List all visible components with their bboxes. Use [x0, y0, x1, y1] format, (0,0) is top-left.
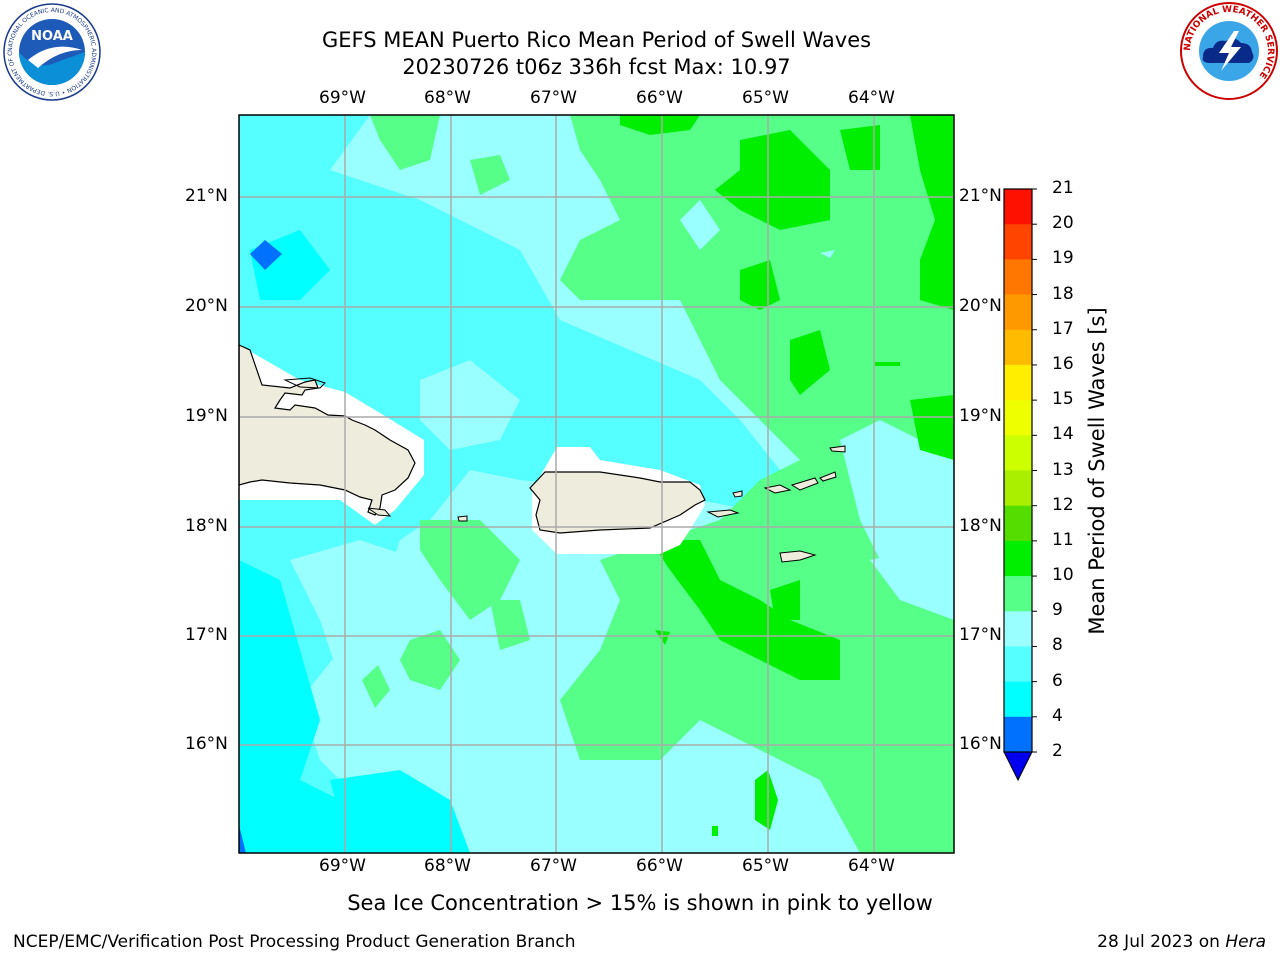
noaa-logo-text: NOAA: [31, 29, 73, 44]
lon-label-bottom: 66°W: [636, 856, 683, 876]
lon-label-top: 64°W: [848, 88, 895, 108]
lon-label-top: 69°W: [319, 88, 366, 108]
lat-label-right: 21°N: [959, 186, 1002, 206]
colorbar-tick-label: 12: [1052, 494, 1074, 515]
lon-label-bottom: 65°W: [742, 856, 789, 876]
colorbar-tick-label: 13: [1052, 459, 1074, 480]
colorbar-tick-label: 18: [1052, 283, 1074, 304]
contour-fill: [239, 115, 954, 853]
colorbar-tick-label: 11: [1052, 529, 1074, 550]
footer-host: Hera: [1225, 932, 1266, 952]
island-land: [367, 507, 392, 517]
lat-label-right: 18°N: [959, 516, 1002, 536]
colorbar-tick-label: 4: [1052, 705, 1063, 726]
map-frame: [238, 114, 955, 854]
map-gridlines: [239, 115, 954, 853]
nws-logo: NATIONAL WEATHER SERVICE: [1180, 2, 1278, 100]
lat-label-left: 16°N: [185, 734, 228, 754]
lat-label-left: 20°N: [185, 296, 228, 316]
colorbar-tick-label: 17: [1052, 318, 1074, 339]
colorbar-segment: [1004, 400, 1032, 436]
colorbar-tick-label: 10: [1052, 565, 1074, 586]
lat-label-left: 18°N: [185, 516, 228, 536]
colorbar-segment: [1004, 470, 1032, 507]
colorbar-title: Mean Period of Swell Waves [s]: [1085, 307, 1109, 635]
colorbar-tick-label: 2: [1052, 741, 1063, 761]
footer-date-text: 28 Jul 2023 on: [1097, 932, 1226, 952]
lat-label-left: 21°N: [185, 186, 228, 206]
colorbar-segment: [1004, 435, 1032, 471]
lon-label-top: 68°W: [424, 88, 471, 108]
colorbar-tick-label: 19: [1052, 248, 1074, 269]
lon-label-top: 65°W: [742, 88, 789, 108]
colorbar-tick-label: 20: [1052, 213, 1074, 234]
lat-label-right: 17°N: [959, 625, 1002, 645]
footer-date: 28 Jul 2023 on Hera: [1097, 932, 1266, 952]
colorbar-segment: [1004, 329, 1032, 366]
colorbar-tick-label: 8: [1052, 635, 1063, 656]
virgin-islands-land: [779, 550, 817, 563]
lat-label-left: 17°N: [185, 625, 228, 645]
colorbar-segment: [1004, 259, 1032, 296]
colorbar-segment: [1004, 716, 1032, 753]
lat-label-left: 19°N: [185, 406, 228, 426]
footer-credit: NCEP/EMC/Verification Post Processing Pr…: [13, 932, 576, 952]
colorbar-segment: [1004, 646, 1032, 683]
colorbar-segment: [1004, 505, 1032, 542]
colorbar-tick-label: 6: [1052, 670, 1063, 691]
hispaniola-land: [239, 344, 416, 516]
colorbar-segment: [1004, 224, 1032, 260]
colorbar-segment: [1004, 540, 1032, 577]
lon-label-top: 66°W: [636, 88, 683, 108]
colorbar-tick-label: 16: [1052, 353, 1074, 374]
lat-label-right: 20°N: [959, 296, 1002, 316]
plot-title-line2: 20230726 t06z 336h fcst Max: 10.97: [402, 55, 791, 79]
lon-label-bottom: 67°W: [530, 856, 577, 876]
colorbar-segment: [1004, 576, 1032, 612]
colorbar-tick-label: 9: [1052, 600, 1063, 621]
colorbar-extend-triangle: [1003, 751, 1033, 782]
colorbar-segment: [1004, 611, 1032, 647]
noaa-logo: NATIONAL OCEANIC AND ATMOSPHERIC ADMINIS…: [2, 2, 101, 101]
lon-label-bottom: 64°W: [848, 856, 895, 876]
lon-label-bottom: 68°W: [424, 856, 471, 876]
colorbar: [1003, 188, 1037, 782]
colorbar-tick-label: 14: [1052, 424, 1074, 445]
colorbar-segment: [1004, 681, 1032, 718]
colorbar-segment: [1004, 364, 1032, 401]
colorbar-tick-label: 15: [1052, 389, 1074, 410]
colorbar-segment: [1004, 294, 1032, 331]
plot-title-line1: GEFS MEAN Puerto Rico Mean Period of Swe…: [321, 28, 872, 52]
colorbar-segment: [1004, 189, 1032, 225]
lat-label-right: 19°N: [959, 406, 1002, 426]
lat-label-right: 16°N: [959, 734, 1002, 754]
sea-ice-note: Sea Ice Concentration > 15% is shown in …: [347, 891, 933, 915]
colorbar-tick-label: 21: [1052, 178, 1074, 198]
lon-label-top: 67°W: [530, 88, 577, 108]
lon-label-bottom: 69°W: [319, 856, 366, 876]
